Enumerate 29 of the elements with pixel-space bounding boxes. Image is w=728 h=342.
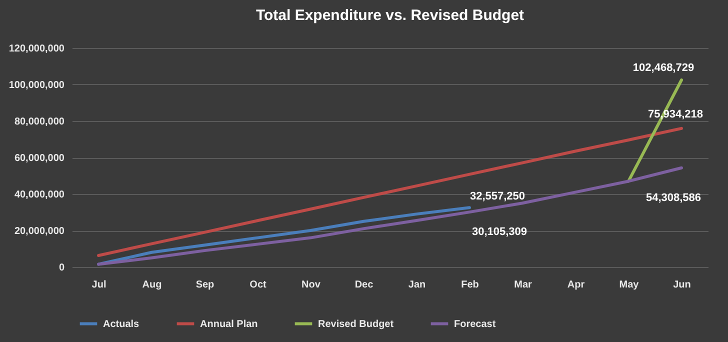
- y-tick-label: 100,000,000: [8, 80, 65, 91]
- legend-label: Actuals: [103, 318, 140, 330]
- y-tick-label: 0: [58, 262, 65, 274]
- x-tick-label: Jan: [408, 280, 426, 290]
- y-tick-label: 80,000,000: [14, 116, 65, 128]
- data-label: 32,557,250: [470, 190, 526, 203]
- y-tick-label: 20,000,000: [14, 226, 65, 237]
- x-tick-label: May: [619, 280, 640, 290]
- data-label: 54,308,586: [646, 192, 702, 204]
- legend-label: Revised Budget: [318, 318, 394, 330]
- chart-title: Total Expenditure vs. Revised Budget: [256, 7, 524, 24]
- x-tick-label: Nov: [302, 280, 321, 290]
- data-label: 102,468,729: [632, 62, 694, 74]
- line-series: [97, 206, 471, 266]
- x-tick-label: Jul: [92, 280, 106, 290]
- data-label: 30,105,309: [472, 226, 528, 238]
- x-tick-label: Apr: [567, 280, 585, 290]
- x-tick-label: Aug: [142, 280, 162, 290]
- y-tick-label: 60,000,000: [14, 153, 65, 164]
- x-tick-label: Feb: [461, 280, 479, 290]
- y-tick-label: 120,000,000: [8, 44, 65, 54]
- x-tick-label: Jun: [673, 280, 691, 290]
- x-tick-label: Mar: [514, 280, 532, 290]
- x-tick-label: Dec: [354, 280, 374, 290]
- legend-label: Forecast: [454, 318, 496, 330]
- legend-label: Annual Plan: [200, 318, 258, 330]
- y-tick-label: 40,000,000: [14, 190, 65, 200]
- x-tick-label: Sep: [196, 280, 214, 290]
- x-tick-label: Oct: [250, 280, 268, 290]
